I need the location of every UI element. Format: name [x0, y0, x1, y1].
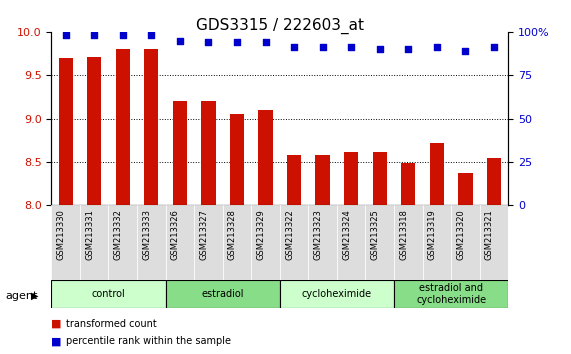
Text: GSM213325: GSM213325: [371, 209, 380, 260]
Text: GSM213331: GSM213331: [85, 209, 94, 260]
Bar: [115, 49, 130, 205]
Bar: [486, 158, 501, 205]
Text: agent: agent: [6, 291, 38, 301]
Point: [404, 46, 413, 52]
Bar: [280, 205, 308, 283]
Bar: [344, 152, 359, 205]
Bar: [251, 205, 280, 283]
Point: [318, 45, 327, 50]
Bar: [202, 101, 216, 205]
Bar: [280, 280, 394, 308]
Bar: [51, 280, 166, 308]
Bar: [59, 58, 73, 205]
Point: [175, 38, 184, 44]
Point: [347, 45, 356, 50]
Bar: [401, 163, 416, 205]
Point: [147, 33, 156, 38]
Point: [489, 45, 498, 50]
Bar: [173, 101, 187, 205]
Bar: [394, 280, 508, 308]
Text: GSM213328: GSM213328: [228, 209, 237, 260]
Text: GDS3315 / 222603_at: GDS3315 / 222603_at: [196, 18, 364, 34]
Bar: [451, 205, 480, 283]
Point: [61, 33, 70, 38]
Point: [118, 33, 127, 38]
Bar: [166, 280, 280, 308]
Text: percentile rank within the sample: percentile rank within the sample: [66, 336, 231, 346]
Bar: [137, 205, 166, 283]
Bar: [337, 205, 365, 283]
Point: [204, 39, 213, 45]
Text: GSM213323: GSM213323: [313, 209, 323, 260]
Bar: [423, 205, 451, 283]
Bar: [365, 205, 394, 283]
Text: ■: ■: [51, 336, 62, 346]
Text: GSM213320: GSM213320: [456, 209, 465, 260]
Bar: [258, 110, 273, 205]
Text: estradiol: estradiol: [202, 289, 244, 299]
Text: GSM213329: GSM213329: [256, 209, 266, 260]
Text: cycloheximide: cycloheximide: [302, 289, 372, 299]
Bar: [394, 205, 423, 283]
Text: control: control: [91, 289, 126, 299]
Text: GSM213318: GSM213318: [399, 209, 408, 260]
Text: GSM213321: GSM213321: [485, 209, 494, 260]
Text: GSM213324: GSM213324: [342, 209, 351, 260]
Bar: [480, 205, 508, 283]
Point: [461, 48, 470, 54]
Bar: [308, 205, 337, 283]
Point: [90, 33, 99, 38]
Text: ▶: ▶: [31, 291, 39, 301]
Bar: [315, 155, 330, 205]
Text: transformed count: transformed count: [66, 319, 156, 329]
Point: [261, 39, 270, 45]
Bar: [194, 205, 223, 283]
Bar: [51, 205, 80, 283]
Text: GSM213326: GSM213326: [171, 209, 180, 260]
Text: ■: ■: [51, 319, 62, 329]
Bar: [287, 155, 301, 205]
Bar: [166, 205, 194, 283]
Bar: [458, 173, 473, 205]
Text: GSM213333: GSM213333: [142, 209, 151, 260]
Text: GSM213332: GSM213332: [114, 209, 123, 260]
Bar: [373, 152, 387, 205]
Bar: [223, 205, 251, 283]
Bar: [80, 205, 108, 283]
Bar: [108, 205, 137, 283]
Text: estradiol and
cycloheximide: estradiol and cycloheximide: [416, 283, 486, 305]
Text: GSM213327: GSM213327: [199, 209, 208, 260]
Point: [375, 46, 384, 52]
Point: [289, 45, 299, 50]
Bar: [230, 114, 244, 205]
Point: [232, 39, 242, 45]
Text: GSM213322: GSM213322: [285, 209, 294, 260]
Bar: [430, 143, 444, 205]
Bar: [144, 49, 159, 205]
Point: [432, 45, 441, 50]
Text: GSM213319: GSM213319: [428, 209, 437, 260]
Bar: [87, 57, 102, 205]
Text: GSM213330: GSM213330: [57, 209, 66, 260]
